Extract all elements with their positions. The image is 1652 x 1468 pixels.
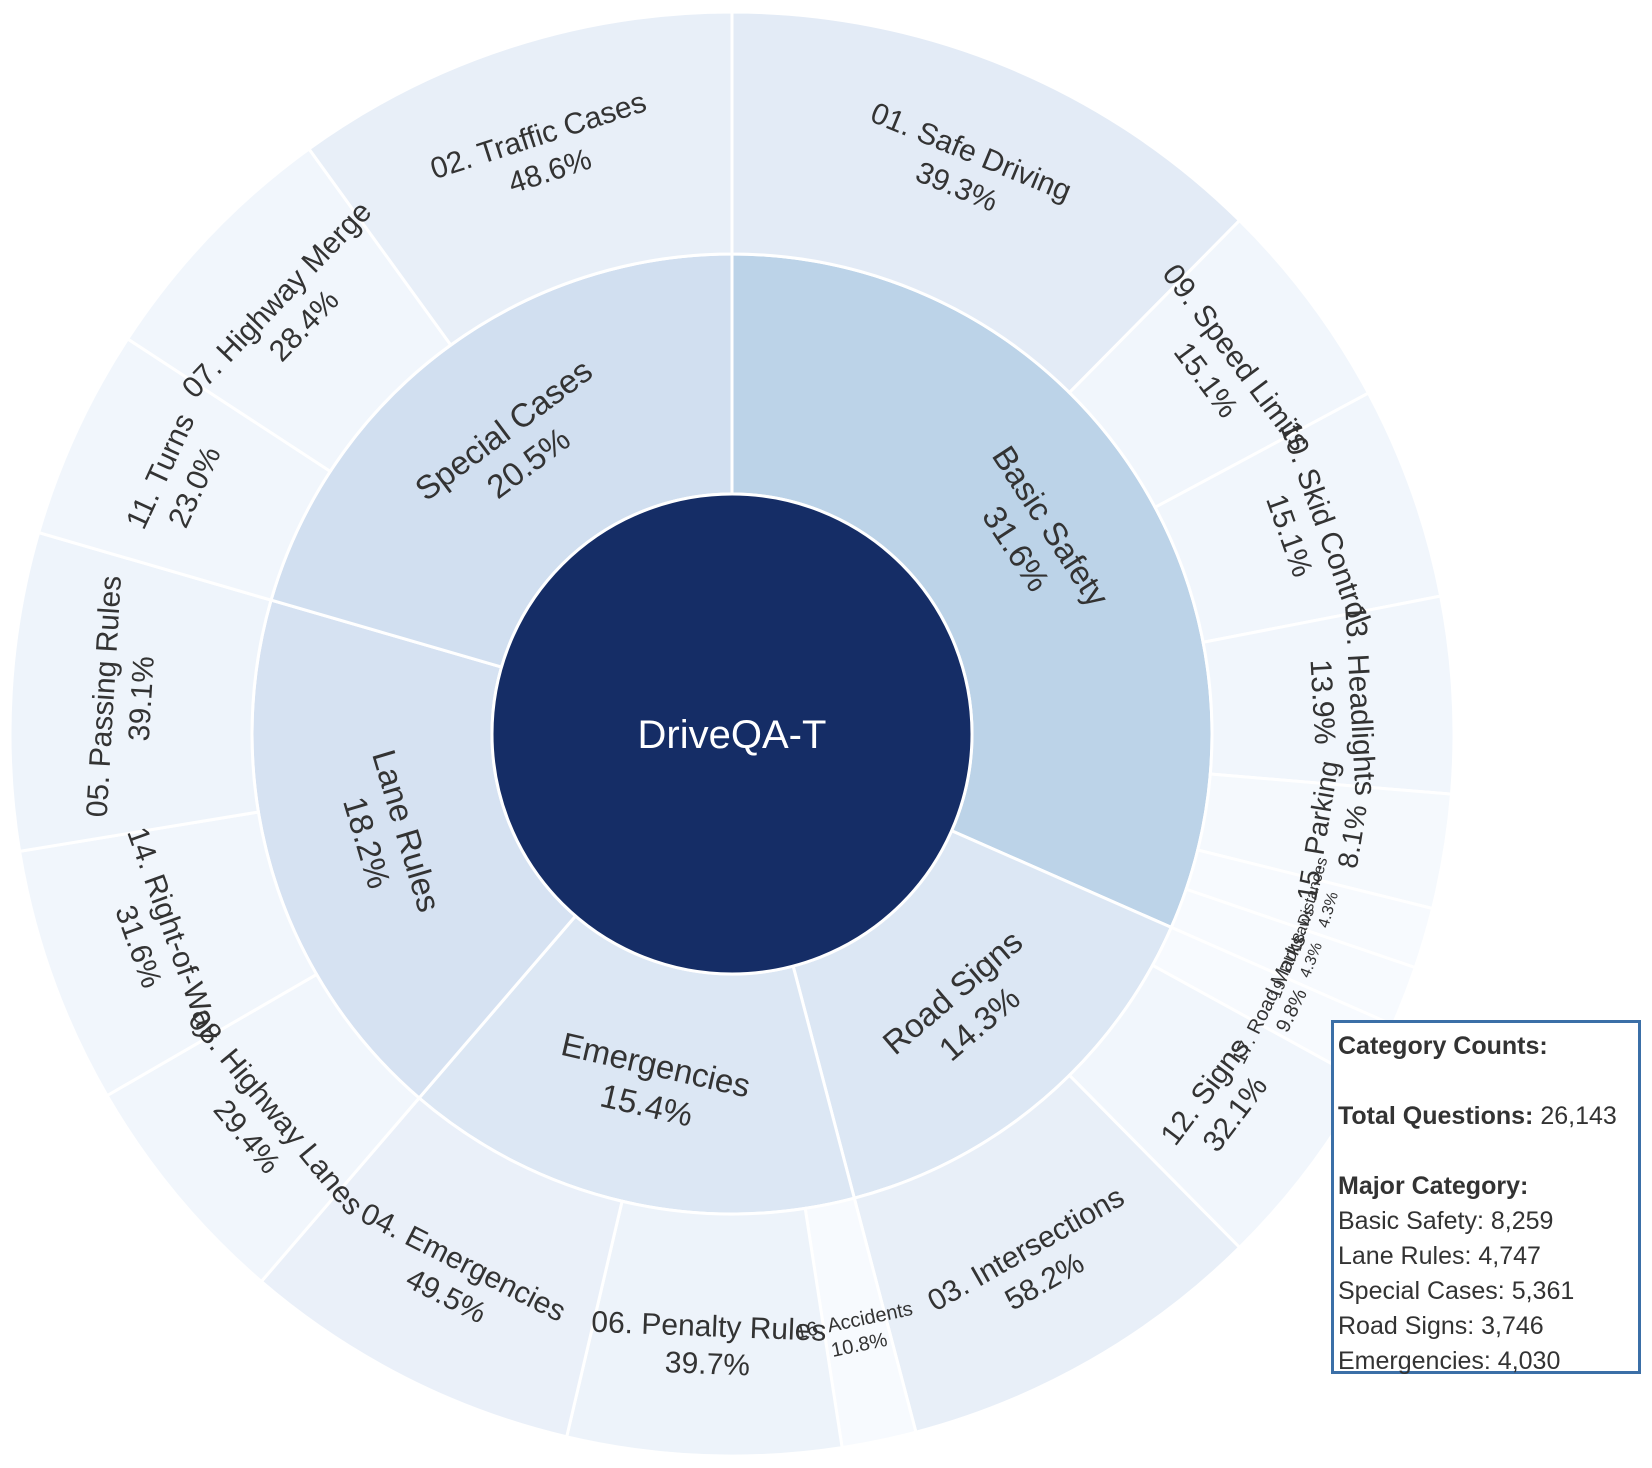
outer-segment[interactable] bbox=[306, 10, 734, 348]
legend-item: Road Signs: 3,746 bbox=[1338, 1312, 1544, 1340]
center-circle[interactable] bbox=[490, 492, 974, 976]
center-label: DriveQA-T bbox=[638, 713, 827, 757]
legend-total-value: 26,143 bbox=[1540, 1102, 1617, 1130]
legend-total-row: Total Questions: 26,143 bbox=[1338, 1099, 1638, 1134]
outer-segment[interactable] bbox=[730, 10, 1242, 395]
legend-heading: Category Counts: bbox=[1338, 1032, 1548, 1060]
inner-ring bbox=[250, 252, 1214, 1216]
legend-item: Emergencies: 4,030 bbox=[1338, 1347, 1561, 1375]
legend-major-heading: Major Category: bbox=[1338, 1172, 1529, 1200]
legend-item: Special Cases: 5,361 bbox=[1338, 1277, 1575, 1305]
legend-total-label: Total Questions: bbox=[1338, 1102, 1534, 1130]
category-counts-legend: Category Counts: Total Questions: 26,143… bbox=[1331, 1020, 1641, 1375]
outer-segment-label: 06. Penalty Rules39.7% bbox=[589, 1306, 827, 1386]
legend-item: Basic Safety: 8,259 bbox=[1338, 1207, 1554, 1235]
legend-item: Lane Rules: 4,747 bbox=[1338, 1242, 1541, 1270]
outer-ring bbox=[8, 10, 1456, 1458]
